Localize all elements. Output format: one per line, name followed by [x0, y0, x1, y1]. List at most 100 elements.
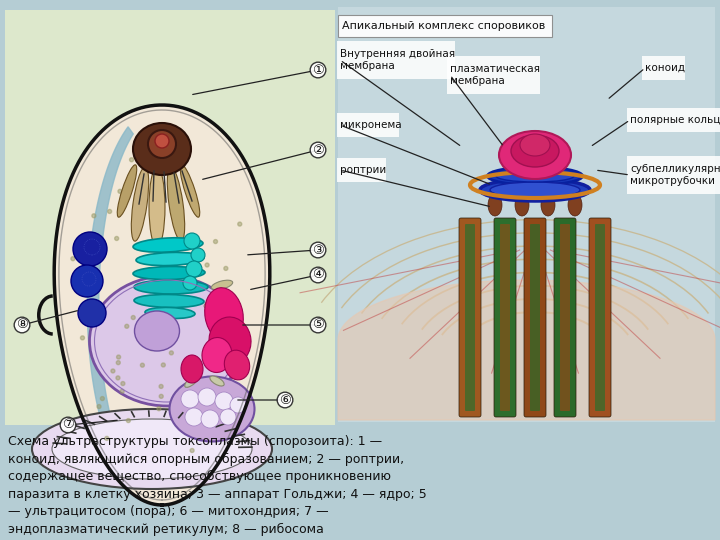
- Text: Схема ультраструктуры токсоплазмы (спорозоита): 1 —
коноид, являющийся опорным о: Схема ультраструктуры токсоплазмы (споро…: [8, 435, 427, 536]
- Ellipse shape: [89, 276, 245, 406]
- FancyBboxPatch shape: [524, 218, 546, 417]
- Circle shape: [178, 416, 181, 420]
- Circle shape: [168, 145, 172, 150]
- Circle shape: [181, 390, 199, 408]
- Circle shape: [185, 408, 203, 426]
- Circle shape: [140, 363, 145, 367]
- Text: ⑤: ⑤: [312, 319, 324, 332]
- FancyBboxPatch shape: [338, 7, 715, 422]
- Circle shape: [225, 419, 229, 423]
- Ellipse shape: [568, 194, 582, 216]
- Circle shape: [184, 233, 200, 249]
- Circle shape: [150, 164, 153, 168]
- Circle shape: [215, 392, 233, 410]
- Circle shape: [198, 388, 216, 406]
- Circle shape: [71, 265, 103, 297]
- FancyBboxPatch shape: [627, 108, 720, 132]
- FancyBboxPatch shape: [459, 218, 481, 417]
- Ellipse shape: [496, 170, 574, 182]
- Text: плазматическая
мембрана: плазматическая мембрана: [450, 64, 540, 86]
- Ellipse shape: [180, 165, 199, 217]
- Text: роптрии: роптрии: [340, 165, 386, 175]
- Circle shape: [201, 410, 219, 428]
- Ellipse shape: [210, 376, 224, 386]
- FancyBboxPatch shape: [500, 224, 510, 411]
- Ellipse shape: [167, 167, 184, 241]
- Ellipse shape: [212, 280, 233, 290]
- Text: микронема: микронема: [340, 120, 402, 130]
- FancyBboxPatch shape: [642, 56, 685, 80]
- Circle shape: [159, 394, 163, 399]
- FancyBboxPatch shape: [447, 56, 540, 94]
- FancyBboxPatch shape: [337, 113, 399, 137]
- Polygon shape: [54, 105, 270, 505]
- Circle shape: [111, 369, 115, 373]
- Circle shape: [120, 389, 125, 393]
- Ellipse shape: [499, 131, 571, 179]
- FancyBboxPatch shape: [337, 158, 387, 182]
- Ellipse shape: [148, 130, 176, 158]
- Circle shape: [186, 261, 202, 277]
- Ellipse shape: [134, 280, 208, 294]
- Text: ⑧: ⑧: [16, 319, 28, 332]
- Circle shape: [117, 355, 120, 359]
- Ellipse shape: [145, 307, 195, 319]
- Ellipse shape: [185, 375, 199, 387]
- Circle shape: [86, 267, 91, 272]
- Ellipse shape: [204, 288, 243, 342]
- Text: Внутренняя двойная
мембрана: Внутренняя двойная мембрана: [340, 49, 455, 71]
- Circle shape: [97, 404, 101, 409]
- Text: ②: ②: [312, 144, 324, 157]
- Text: Апикальный комплекс споровиков: Апикальный комплекс споровиков: [342, 21, 545, 31]
- Polygon shape: [87, 127, 133, 483]
- Polygon shape: [338, 280, 715, 420]
- Circle shape: [191, 248, 205, 262]
- Ellipse shape: [511, 135, 559, 167]
- FancyBboxPatch shape: [530, 224, 540, 411]
- Ellipse shape: [480, 179, 590, 201]
- Circle shape: [131, 315, 135, 320]
- Circle shape: [183, 276, 197, 290]
- Ellipse shape: [131, 167, 148, 241]
- Circle shape: [196, 366, 199, 369]
- Circle shape: [100, 396, 104, 401]
- Circle shape: [230, 397, 246, 413]
- Circle shape: [78, 299, 106, 327]
- Ellipse shape: [181, 355, 203, 383]
- Text: ④: ④: [312, 268, 324, 281]
- Circle shape: [184, 420, 188, 424]
- Circle shape: [151, 244, 156, 247]
- Ellipse shape: [135, 311, 179, 351]
- Ellipse shape: [133, 123, 191, 175]
- Circle shape: [150, 347, 153, 350]
- FancyBboxPatch shape: [554, 218, 576, 417]
- Circle shape: [181, 289, 185, 294]
- Circle shape: [118, 190, 122, 193]
- Circle shape: [220, 409, 236, 425]
- Ellipse shape: [487, 167, 582, 185]
- Circle shape: [116, 361, 120, 365]
- Circle shape: [224, 266, 228, 271]
- Circle shape: [159, 384, 163, 388]
- FancyBboxPatch shape: [494, 218, 516, 417]
- Text: ③: ③: [312, 244, 324, 256]
- Circle shape: [71, 256, 75, 261]
- Circle shape: [205, 263, 209, 267]
- Circle shape: [210, 410, 215, 414]
- Text: коноид: коноид: [645, 63, 685, 73]
- Circle shape: [221, 418, 225, 422]
- Text: субпелликулярные
микротрубочки: субпелликулярные микротрубочки: [630, 164, 720, 186]
- Circle shape: [108, 210, 112, 213]
- Ellipse shape: [155, 134, 169, 148]
- Ellipse shape: [520, 134, 550, 156]
- Ellipse shape: [209, 317, 251, 365]
- Ellipse shape: [541, 194, 555, 216]
- FancyBboxPatch shape: [589, 218, 611, 417]
- Ellipse shape: [134, 294, 204, 307]
- Circle shape: [130, 158, 134, 162]
- Circle shape: [181, 420, 185, 423]
- FancyBboxPatch shape: [595, 224, 605, 411]
- Text: полярные кольца: полярные кольца: [630, 115, 720, 125]
- Text: ①: ①: [312, 64, 324, 77]
- Circle shape: [202, 404, 206, 408]
